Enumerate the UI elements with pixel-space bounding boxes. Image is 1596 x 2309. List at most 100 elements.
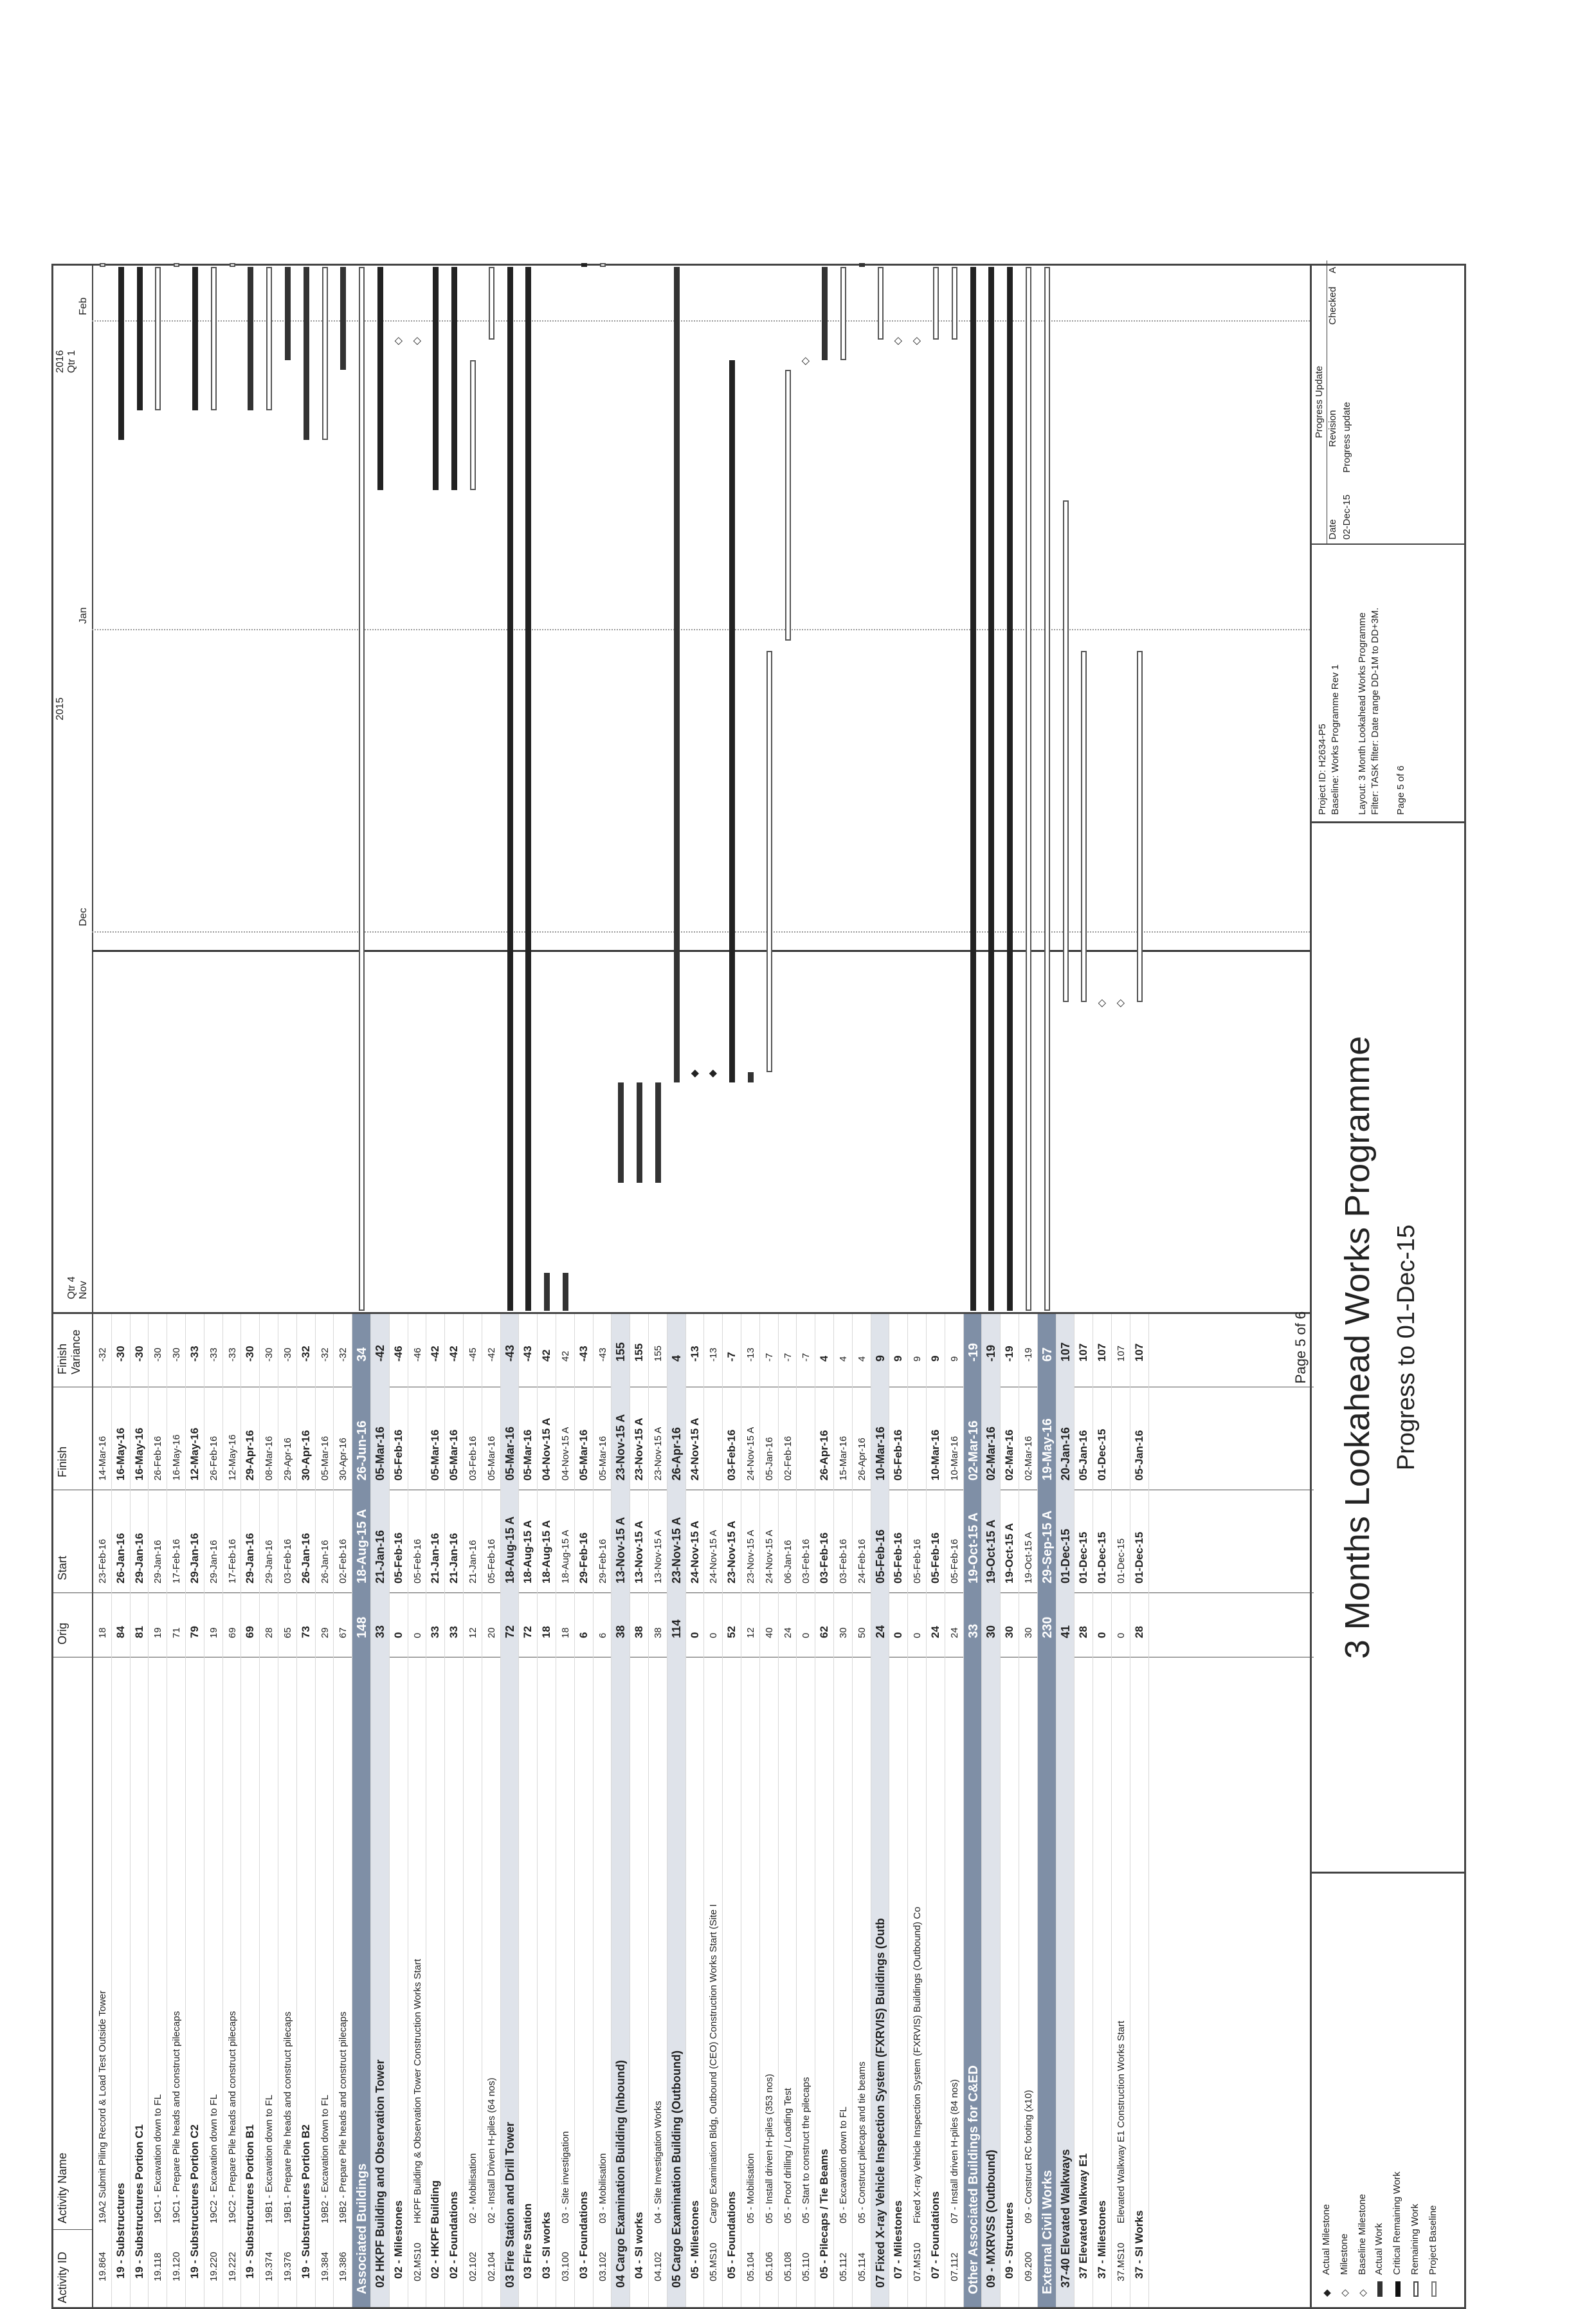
group-row[interactable]: 09 - MXRVSS (Outbound) 30 19-Oct-15 A 02-Ma… bbox=[982, 1314, 1001, 2307]
milestone-marker[interactable]: ◆ bbox=[707, 1069, 719, 1078]
group-row[interactable]: 37-40 Elevated Walkways 41 01-Dec-15 20-Jan… bbox=[1056, 1314, 1075, 2307]
activity-row[interactable]: 05.108 05 - Proof drilling / Loading Test… bbox=[778, 1314, 797, 2307]
activity-row[interactable]: 05.110 05 - Start to construct the pileca… bbox=[797, 1314, 816, 2307]
activity-bar[interactable] bbox=[563, 1273, 568, 1311]
activity-bar[interactable] bbox=[951, 267, 957, 340]
group-row[interactable]: 05 - Foundations 52 23-Nov-15 A 03-Feb-16 -7 bbox=[723, 1314, 741, 2307]
group-row[interactable]: 07 Fixed X-ray Vehicle Inspection System… bbox=[871, 1314, 890, 2307]
activity-row[interactable]: 19.222 19C2 - Prepare Pile heads and cons… bbox=[222, 1314, 242, 2307]
group-row[interactable]: 03 - Foundations 6 29-Feb-16 05-Mar-16 -43 bbox=[574, 1314, 594, 2307]
milestone-marker[interactable]: ◇ bbox=[411, 337, 422, 345]
milestone-marker[interactable]: ◇ bbox=[911, 337, 923, 345]
group-row[interactable]: 07 - Milestones 0 05-Feb-16 05-Feb-16 9 bbox=[889, 1314, 909, 2307]
group-row[interactable]: 05 - Pilecaps / Tie Beams 62 03-Feb-16 26-A… bbox=[815, 1314, 834, 2307]
group-row[interactable]: 02 - HKPF Building 33 21-Jan-16 05-Mar-16 -4… bbox=[426, 1314, 446, 2307]
summary-bar[interactable] bbox=[1007, 267, 1013, 1311]
activity-bar[interactable] bbox=[174, 263, 180, 267]
activity-row[interactable]: 19.374 19B1 - Excavation down to FL 28 29-J… bbox=[260, 1314, 278, 2307]
summary-bar[interactable] bbox=[451, 267, 458, 491]
activity-row[interactable]: 03.102 03 - Mobilisation 6 29-Feb-16 05-Mar-… bbox=[593, 1314, 612, 2307]
summary-bar[interactable] bbox=[377, 267, 383, 491]
summary-bar[interactable] bbox=[118, 267, 124, 441]
group-row[interactable]: 02 - Foundations 33 21-Jan-16 05-Mar-16 -42 bbox=[445, 1314, 464, 2307]
summary-bar[interactable] bbox=[673, 267, 680, 1082]
summary-bar[interactable] bbox=[544, 1273, 550, 1311]
activity-row[interactable]: 19.118 19C1 - Excavation down to FL 19 29-J… bbox=[149, 1314, 168, 2307]
activity-bar[interactable] bbox=[766, 651, 772, 1073]
summary-bar[interactable] bbox=[822, 267, 828, 360]
activity-bar[interactable] bbox=[655, 1082, 661, 1183]
group-row[interactable]: External Civil Works 230 29-Sep-15 A 19-May… bbox=[1037, 1314, 1056, 2307]
activity-row[interactable]: 03.100 03 - Site investigation 18 18-Aug-15… bbox=[556, 1314, 575, 2307]
summary-bar[interactable] bbox=[1081, 651, 1087, 1002]
milestone-marker[interactable]: ◇ bbox=[1115, 999, 1126, 1007]
summary-bar[interactable] bbox=[1044, 267, 1050, 1311]
activity-bar[interactable] bbox=[100, 263, 105, 267]
summary-bar[interactable] bbox=[729, 360, 736, 1082]
milestone-marker[interactable]: ◇ bbox=[893, 337, 904, 345]
activity-bar[interactable] bbox=[840, 267, 846, 360]
group-row[interactable]: 37 - Milestones 0 01-Dec-15 01-Dec-15 107 bbox=[1093, 1314, 1112, 2307]
group-row[interactable]: 09 - Structures 30 19-Oct-15 A 02-Mar-16 -19 bbox=[1001, 1314, 1019, 2307]
activity-row[interactable]: 19.864 19A2 Submit Piling Record & Load T… bbox=[93, 1314, 112, 2307]
group-row[interactable]: 03 Fire Station 72 18-Aug-15 A 05-Mar-16 -43 bbox=[519, 1314, 538, 2307]
group-row[interactable]: 37 - SI Works 28 01-Dec-15 05-Jan-16 107 bbox=[1130, 1314, 1149, 2307]
activity-bar[interactable] bbox=[784, 370, 791, 641]
milestone-marker[interactable]: ◇ bbox=[800, 357, 812, 365]
activity-bar[interactable] bbox=[599, 263, 606, 267]
activity-row[interactable]: 02.102 02 - Mobilisation 12 21-Jan-16 03-Feb… bbox=[464, 1314, 482, 2307]
group-row[interactable]: 03 - SI works 18 18-Aug-15 A 04-Nov-15 A 42 bbox=[538, 1314, 556, 2307]
summary-bar[interactable] bbox=[525, 267, 532, 1311]
activity-row[interactable]: 19.376 19B1 - Prepare Pile heads and cons… bbox=[278, 1314, 297, 2307]
activity-bar[interactable] bbox=[858, 263, 865, 267]
group-row[interactable]: 04 Cargo Examination Building (Inbound) 3… bbox=[612, 1314, 631, 2307]
activity-row[interactable]: 19.220 19C2 - Excavation down to FL 19 29-J… bbox=[204, 1314, 223, 2307]
activity-row[interactable]: 09.200 09 - Construct RC footing (x10) 30 1… bbox=[1019, 1314, 1038, 2307]
summary-bar[interactable] bbox=[303, 267, 309, 441]
summary-bar[interactable] bbox=[136, 267, 143, 410]
summary-bar[interactable] bbox=[433, 267, 439, 491]
summary-bar[interactable] bbox=[877, 267, 884, 340]
activity-row[interactable]: 02.104 02 - Install Driven H-piles (64 no… bbox=[482, 1314, 501, 2307]
group-row[interactable]: 07 - Foundations 24 05-Feb-16 10-Mar-16 9 bbox=[927, 1314, 945, 2307]
milestone-marker[interactable]: ◇ bbox=[1096, 999, 1108, 1007]
activity-row[interactable]: 05.MS10 Cargo Examination Bldg, Outbound … bbox=[704, 1314, 723, 2307]
activity-bar[interactable] bbox=[266, 267, 273, 410]
activity-row[interactable]: 04.102 04 - Site Investigation Works 38 13-… bbox=[649, 1314, 667, 2307]
group-row[interactable]: 02 - Milestones 0 05-Feb-16 05-Feb-16 -46 bbox=[389, 1314, 408, 2307]
activity-bar[interactable] bbox=[210, 267, 217, 410]
activity-bar[interactable] bbox=[470, 360, 476, 491]
summary-bar[interactable] bbox=[359, 267, 365, 1311]
group-row[interactable]: 03 Fire Station and Drill Tower 72 18-Aug-… bbox=[500, 1314, 520, 2307]
milestone-marker[interactable]: ◆ bbox=[689, 1069, 700, 1078]
activity-bar[interactable] bbox=[1026, 267, 1031, 1311]
group-row[interactable]: Associated Buildings 148 18-Aug-15 A 26-Jun… bbox=[352, 1314, 371, 2307]
summary-bar[interactable] bbox=[192, 267, 198, 410]
activity-row[interactable]: 02.MS10 HKPF Building & Observation Tower… bbox=[408, 1314, 427, 2307]
activity-row[interactable]: 19.120 19C1 - Prepare Pile heads and cons… bbox=[167, 1314, 186, 2307]
group-row[interactable]: 19 - Substructures Portion B1 69 29-Jan-16… bbox=[241, 1314, 260, 2307]
summary-bar[interactable] bbox=[988, 267, 995, 1311]
group-row[interactable]: 02 HKPF Building and Observation Tower 33… bbox=[371, 1314, 390, 2307]
group-row[interactable]: Other Associated Buildings for C&ED 33 19-… bbox=[963, 1314, 983, 2307]
activity-row[interactable]: 05.106 05 - Install driven H-piles (353 n… bbox=[759, 1314, 779, 2307]
summary-bar[interactable] bbox=[933, 267, 939, 340]
summary-bar[interactable] bbox=[618, 1082, 624, 1183]
activity-bar[interactable] bbox=[285, 267, 291, 360]
summary-bar[interactable] bbox=[970, 267, 976, 1311]
summary-bar[interactable] bbox=[1062, 500, 1069, 1002]
activity-row[interactable]: 37.MS10 Elevated Walkway E1 Construction … bbox=[1112, 1314, 1130, 2307]
group-row[interactable]: 19 - Substructures 84 26-Jan-16 16-May-16 -3… bbox=[111, 1314, 131, 2307]
summary-bar[interactable] bbox=[581, 263, 587, 267]
group-row[interactable]: 37 Elevated Walkway E1 28 01-Dec-15 05-Jan-… bbox=[1075, 1314, 1094, 2307]
activity-bar[interactable] bbox=[229, 263, 235, 267]
group-row[interactable]: 19 - Substructures Portion B2 73 26-Jan-16… bbox=[296, 1314, 316, 2307]
activity-row[interactable]: 05.104 05 - Mobilisation 12 23-Nov-15 A 24-N… bbox=[741, 1314, 760, 2307]
activity-row[interactable]: 05.112 05 - Excavation down to FL 30 03-Feb… bbox=[834, 1314, 853, 2307]
group-row[interactable]: 04 - SI works 38 13-Nov-15 A 23-Nov-15 A 155 bbox=[630, 1314, 649, 2307]
activity-bar[interactable] bbox=[340, 267, 347, 370]
activity-bar[interactable] bbox=[748, 1072, 754, 1082]
summary-bar[interactable] bbox=[1136, 651, 1143, 1002]
group-row[interactable]: 05 - Milestones 0 24-Nov-15 A 24-Nov-15 A -1… bbox=[685, 1314, 705, 2307]
summary-bar[interactable] bbox=[637, 1082, 643, 1183]
